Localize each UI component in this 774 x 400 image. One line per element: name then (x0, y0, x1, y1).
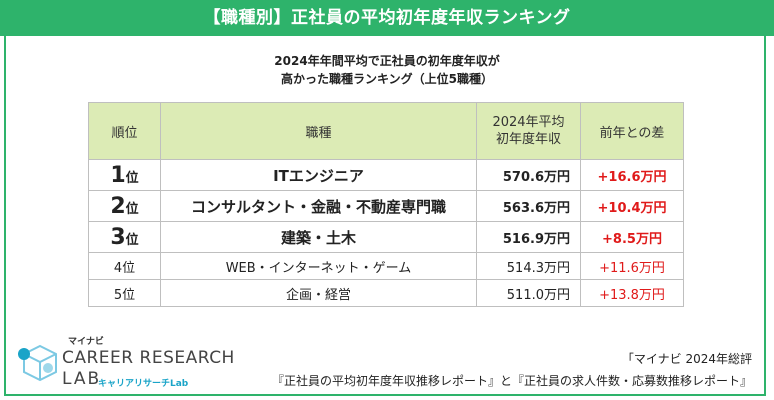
header-job: 職種 (160, 102, 477, 160)
rank-number: 1 (110, 162, 126, 188)
page-title: 【職種別】正社員の平均初年度年収ランキング (203, 8, 571, 28)
diff-cell: +10.4万円 (580, 190, 684, 222)
rank-number: 3 (110, 224, 126, 250)
rank-cell: 4位 (88, 252, 161, 280)
diff-cell: +16.6万円 (580, 159, 684, 191)
rank-suffix: 位 (125, 170, 139, 186)
logo-sub-text: キャリアリサーチLab (98, 379, 189, 389)
salary-cell: 516.9万円 (476, 221, 581, 253)
content-frame (4, 36, 766, 396)
salary-cell: 511.0万円 (476, 279, 581, 307)
header-salary-line2: 初年度年収 (495, 132, 561, 147)
table-header-row: 順位 職種 2024年平均 初年度年収 前年との差 (88, 102, 684, 160)
salary-cell: 563.6万円 (476, 190, 581, 222)
job-cell: 企画・経営 (160, 279, 477, 307)
table-row: 4位 WEB・インターネット・ゲーム 514.3万円 +11.6万円 (88, 252, 684, 280)
logo-main-text: CAREER RESEARCH (62, 348, 235, 368)
job-cell: 建築・土木 (160, 221, 477, 253)
source-line2: 『正社員の平均初年度年収推移レポート』と『正社員の求人件数・応募数推移レポート』 (271, 374, 752, 388)
table-row: 2位 コンサルタント・金融・不動産専門職 563.6万円 +10.4万円 (88, 190, 684, 222)
salary-cell: 570.6万円 (476, 159, 581, 191)
diff-cell: +8.5万円 (580, 221, 684, 253)
header-diff: 前年との差 (580, 102, 684, 160)
cube-logo-icon (18, 344, 57, 382)
header-rank: 順位 (88, 102, 161, 160)
job-cell: ITエンジニア (160, 159, 477, 191)
diff-cell: +11.6万円 (580, 252, 684, 280)
subtitle-line1: 2024年年間平均で正社員の初年度年収が (274, 54, 500, 68)
ranking-table: 順位 職種 2024年平均 初年度年収 前年との差 1位 ITエンジニア 570… (88, 102, 684, 307)
job-cell: WEB・インターネット・ゲーム (160, 252, 477, 280)
diff-cell: +13.8万円 (580, 279, 684, 307)
rank-cell: 3位 (88, 221, 161, 253)
rank-number: 2 (110, 193, 126, 219)
salary-cell: 514.3万円 (476, 252, 581, 280)
rank-suffix: 位 (125, 232, 139, 248)
subtitle-line2: 高かった職種ランキング（上位5職種） (281, 72, 493, 86)
rank-suffix: 位 (125, 201, 139, 217)
rank-cell: 2位 (88, 190, 161, 222)
logo-kana: マイナビ (68, 337, 104, 347)
table-row: 3位 建築・土木 516.9万円 +8.5万円 (88, 221, 684, 253)
rank-cell: 5位 (88, 279, 161, 307)
logo-lab-text: LAB (62, 369, 102, 389)
header-salary: 2024年平均 初年度年収 (476, 102, 581, 160)
title-banner (0, 0, 774, 36)
source-line1: 「マイナビ 2024年総評 (621, 352, 752, 366)
table-row: 5位 企画・経営 511.0万円 +13.8万円 (88, 279, 684, 307)
rank-cell: 1位 (88, 159, 161, 191)
header-salary-line1: 2024年平均 (492, 115, 565, 130)
job-cell: コンサルタント・金融・不動産専門職 (160, 190, 477, 222)
table-row: 1位 ITエンジニア 570.6万円 +16.6万円 (88, 159, 684, 191)
